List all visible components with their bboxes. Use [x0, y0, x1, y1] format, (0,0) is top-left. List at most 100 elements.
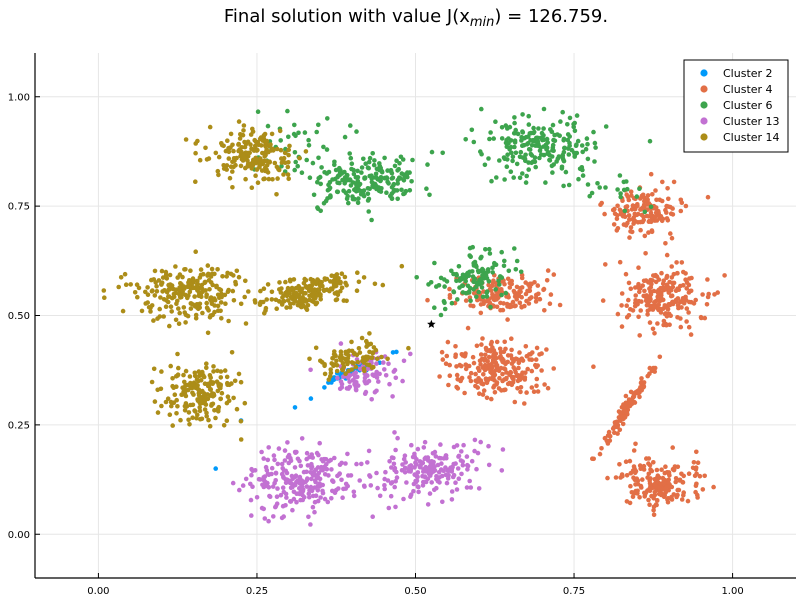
data-point [378, 178, 384, 183]
data-point [507, 285, 513, 290]
data-point [722, 273, 727, 278]
data-point [533, 295, 539, 301]
data-point [542, 382, 547, 387]
data-point [151, 318, 156, 323]
data-point [277, 299, 282, 304]
data-point [310, 160, 316, 166]
data-point [611, 425, 617, 430]
data-point [645, 488, 650, 493]
data-point [393, 447, 398, 453]
data-point [377, 371, 382, 377]
data-point [611, 222, 617, 227]
data-point [406, 345, 411, 351]
data-point [505, 276, 511, 282]
data-point [410, 157, 415, 163]
data-point [261, 286, 267, 292]
data-point [341, 364, 347, 370]
data-point [292, 405, 298, 410]
data-point [476, 269, 481, 275]
data-point [653, 210, 659, 215]
data-point [432, 305, 437, 311]
data-point [386, 361, 391, 367]
data-point [182, 286, 187, 291]
data-point [258, 288, 263, 294]
data-point [630, 494, 636, 500]
data-point [262, 479, 268, 485]
legend-label: Cluster 13 [723, 115, 780, 128]
data-point [349, 166, 354, 172]
data-point [468, 298, 473, 304]
data-point [372, 158, 377, 163]
data-point [463, 298, 469, 303]
data-point [454, 364, 459, 369]
data-point [356, 346, 362, 351]
data-point [517, 300, 523, 306]
data-point [240, 153, 246, 159]
data-point [500, 371, 505, 377]
data-point [712, 292, 717, 297]
data-point [195, 305, 200, 310]
data-point [163, 272, 169, 278]
data-point [398, 176, 404, 181]
data-point [544, 278, 550, 283]
data-point [164, 290, 170, 295]
x-tick-label: 0.50 [404, 586, 426, 597]
data-point [663, 490, 668, 495]
data-point [176, 306, 181, 311]
data-point [216, 172, 221, 178]
data-point [698, 314, 704, 320]
data-point [550, 142, 556, 148]
data-point [188, 402, 193, 408]
data-point [168, 399, 174, 405]
data-point [478, 302, 484, 307]
data-point [402, 465, 408, 471]
data-point [207, 423, 213, 429]
data-point [236, 141, 241, 147]
data-point [549, 163, 555, 169]
data-point [467, 269, 473, 275]
data-point [182, 403, 188, 409]
data-point [442, 277, 447, 282]
data-point [497, 346, 503, 352]
data-point [152, 268, 158, 274]
data-point [454, 487, 460, 492]
data-point [518, 389, 523, 395]
data-point [503, 290, 509, 296]
data-point [632, 211, 638, 217]
data-point [593, 145, 598, 150]
data-point [643, 298, 649, 304]
data-point [491, 385, 496, 390]
data-point [302, 276, 308, 282]
data-point [361, 156, 366, 162]
data-point [505, 304, 510, 309]
data-point [388, 493, 394, 499]
data-point [637, 333, 642, 338]
data-point [265, 123, 271, 129]
data-point [686, 310, 691, 315]
data-point [343, 461, 348, 466]
data-point [502, 258, 507, 264]
data-point [151, 366, 157, 372]
data-point [351, 171, 357, 177]
data-point [182, 379, 187, 385]
data-point [337, 180, 342, 186]
data-point [475, 379, 480, 385]
data-point [441, 456, 447, 461]
data-point [370, 183, 376, 188]
data-point [595, 181, 600, 186]
data-point [670, 206, 675, 211]
data-point [473, 371, 478, 377]
data-point [491, 136, 497, 141]
data-point [671, 179, 677, 185]
data-point [275, 486, 280, 491]
data-point [234, 268, 240, 274]
data-point [634, 194, 640, 199]
data-point [451, 289, 457, 295]
data-point [182, 310, 187, 315]
data-point [366, 448, 372, 454]
data-point [192, 294, 197, 299]
data-point [648, 171, 654, 177]
data-point [648, 467, 653, 472]
data-point [273, 471, 279, 476]
data-point [466, 273, 472, 279]
